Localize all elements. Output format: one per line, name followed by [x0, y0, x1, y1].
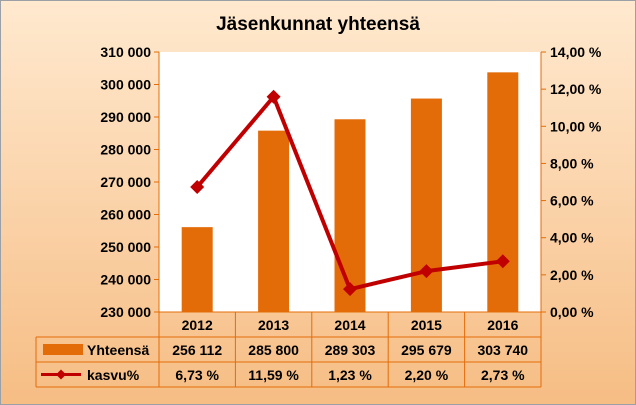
axes [154, 51, 546, 337]
value-cell-yhteensa: 289 303 [325, 342, 376, 358]
value-cell-kasvu: 1,23 % [328, 367, 372, 383]
bar-2014 [334, 119, 366, 312]
category-label: 2014 [334, 317, 365, 333]
data-table-grid [35, 312, 542, 388]
bar-2013 [258, 130, 290, 312]
value-cell-yhteensa: 303 740 [477, 342, 528, 358]
value-cell-yhteensa: 295 679 [401, 342, 452, 358]
left-tick-label: 300 000 [100, 77, 151, 93]
left-tick-label: 260 000 [100, 207, 151, 223]
right-tick-label: 6,00 % [550, 193, 594, 209]
point-2014 [343, 282, 357, 297]
right-tick-label: 4,00 % [550, 230, 594, 246]
point-2012 [190, 180, 205, 195]
right-tick-label: 8,00 % [550, 155, 594, 171]
category-label: 2016 [487, 317, 518, 333]
right-tick-label: 10,00 % [550, 118, 602, 134]
right-tick-label: 12,00 % [550, 81, 602, 97]
right-tick-label: 0,00 % [550, 304, 594, 320]
left-tick-label: 250 000 [100, 239, 151, 255]
category-label: 2015 [411, 317, 442, 333]
legend-label-yhteensa: Yhteensä [87, 342, 149, 358]
legend-swatch-yhteensa [43, 344, 83, 355]
bar-2012 [181, 227, 213, 312]
left-tick-label: 310 000 [100, 44, 151, 60]
value-cell-yhteensa: 256 112 [172, 342, 222, 358]
legend-marker-kasvu [56, 369, 66, 380]
category-label: 2012 [182, 317, 213, 333]
value-cell-kasvu: 2,73 % [481, 367, 525, 383]
value-cell-kasvu: 6,73 % [175, 367, 219, 383]
left-tick-label: 240 000 [100, 272, 151, 288]
left-tick-label: 290 000 [100, 109, 151, 125]
right-tick-label: 14,00 % [550, 44, 602, 60]
point-2015 [419, 264, 434, 279]
point-2013 [266, 89, 281, 104]
category-label: 2013 [258, 317, 289, 333]
tick-labels: 230 000 240 000 250 000 260 000 270 000 280 0… [100, 44, 602, 320]
value-cell-yhteensa: 285 800 [248, 342, 299, 358]
bar-2015 [410, 98, 442, 313]
data-table: 2012 2013 2014 2015 2016 Yhteensä 256 112 285 8… [41, 317, 528, 383]
left-tick-label: 230 000 [100, 304, 151, 320]
point-2016 [495, 254, 510, 269]
left-tick-label: 280 000 [100, 142, 151, 158]
right-tick-label: 2,00 % [550, 267, 594, 283]
line-series [190, 89, 510, 297]
value-cell-kasvu: 2,20 % [405, 367, 449, 383]
bar-2016 [487, 72, 519, 312]
left-tick-label: 270 000 [100, 174, 151, 190]
legend-label-kasvu: kasvu% [87, 367, 140, 383]
value-cell-kasvu: 11,59 % [248, 367, 299, 383]
bar-series [181, 72, 519, 313]
chart-title: Jäsenkunnat yhteensä [216, 14, 420, 35]
